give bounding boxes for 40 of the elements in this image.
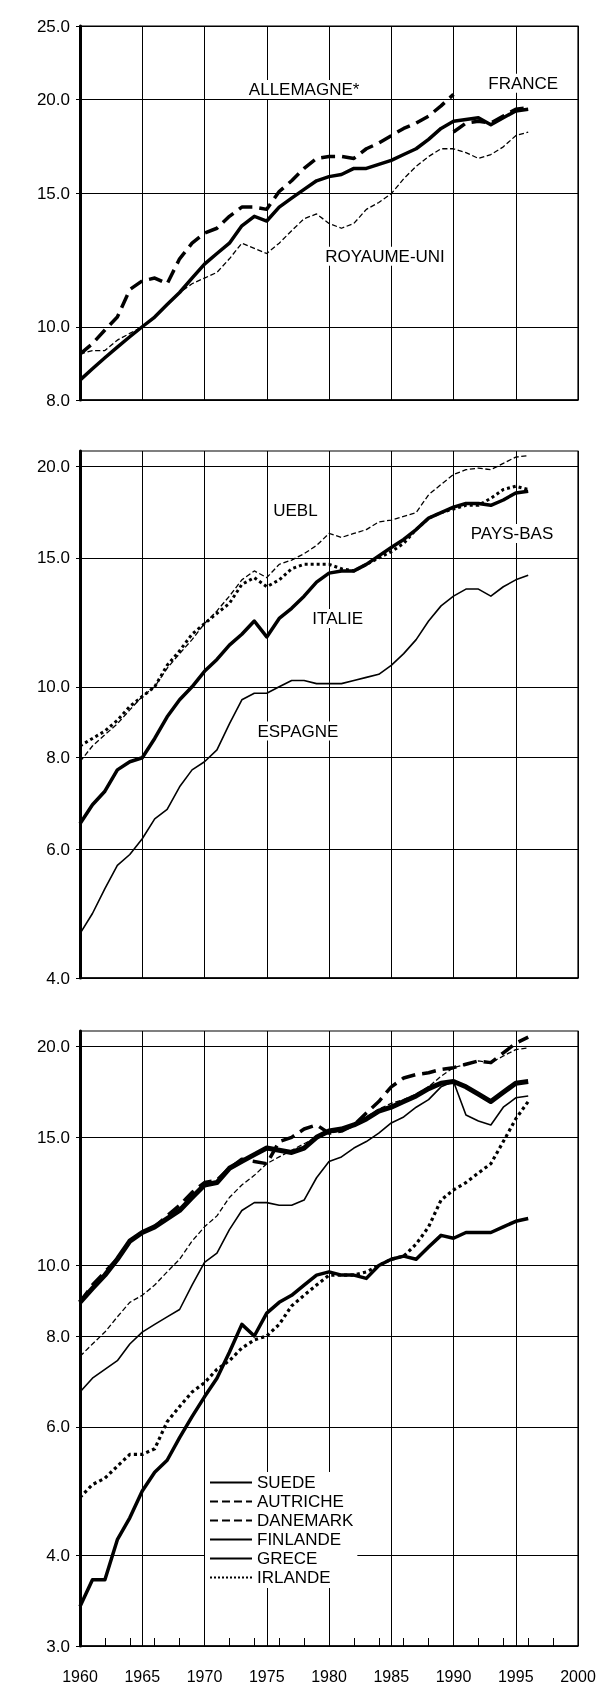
y-tick-label: 15.0 bbox=[36, 184, 70, 204]
y-tick-label: 15.0 bbox=[36, 1127, 70, 1147]
legend-label: FINLANDE bbox=[257, 1530, 342, 1549]
legend-label: GRECE bbox=[257, 1549, 318, 1568]
x-tick-label: 1995 bbox=[497, 1667, 534, 1685]
x-tick-label: 1965 bbox=[124, 1667, 161, 1685]
legend-label: AUTRICHE bbox=[257, 1492, 344, 1511]
x-tick-label: 2000 bbox=[560, 1667, 596, 1685]
x-tick-label: 1960 bbox=[62, 1667, 98, 1685]
y-tick-label: 10.0 bbox=[36, 317, 70, 337]
series-label: ROYAUME-UNI bbox=[325, 246, 445, 266]
y-tick-label: 4.0 bbox=[46, 968, 70, 988]
series-label: FRANCE bbox=[488, 73, 559, 93]
x-tick-label: 1990 bbox=[435, 1667, 472, 1685]
y-tick-label: 6.0 bbox=[46, 839, 70, 859]
y-tick-label: 10.0 bbox=[36, 677, 70, 697]
text: ALLEMAGNE* bbox=[248, 80, 360, 100]
legend-label: SUEDE bbox=[257, 1473, 316, 1492]
x-tick-label: 1985 bbox=[373, 1667, 410, 1685]
y-tick-label: 20.0 bbox=[36, 1036, 70, 1056]
x-tick-label: 1980 bbox=[311, 1667, 347, 1685]
series-label: ESPAGNE bbox=[257, 721, 339, 741]
y-tick-label: 15.0 bbox=[36, 548, 70, 568]
series-label: UEBL bbox=[273, 501, 318, 521]
y-tick-label: 3.0 bbox=[46, 1636, 70, 1656]
x-tick-label: 1970 bbox=[186, 1667, 223, 1685]
y-tick-label: 4.0 bbox=[46, 1545, 70, 1565]
y-tick-label: 8.0 bbox=[46, 390, 70, 410]
y-tick-label: 8.0 bbox=[46, 1326, 70, 1346]
y-tick-label: 25.0 bbox=[36, 16, 70, 36]
y-tick-label: 20.0 bbox=[36, 89, 70, 109]
y-tick-label: 6.0 bbox=[46, 1417, 70, 1437]
series-label: PAYS-BAS bbox=[470, 523, 554, 543]
legend-label: DANEMARK bbox=[257, 1511, 355, 1530]
y-tick-label: 20.0 bbox=[36, 457, 70, 477]
legend-label: IRLANDE bbox=[257, 1568, 331, 1587]
y-tick-label: 10.0 bbox=[36, 1255, 70, 1275]
x-tick-label: 1975 bbox=[248, 1667, 285, 1685]
series-label: ITALIE bbox=[312, 608, 364, 628]
y-tick-label: 8.0 bbox=[46, 748, 70, 768]
